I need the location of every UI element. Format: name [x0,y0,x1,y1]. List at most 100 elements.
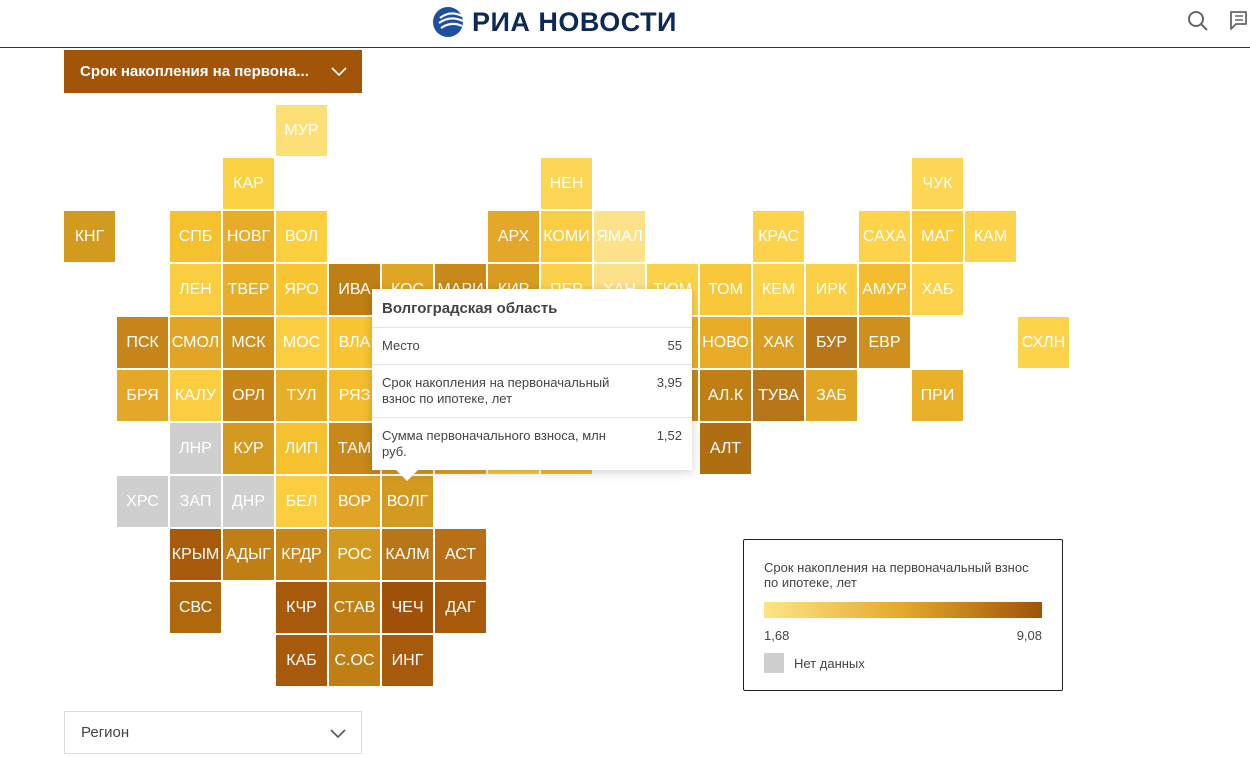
region-tile[interactable]: КНГ [64,211,115,262]
region-tile[interactable]: ДНР [223,476,274,527]
region-tile[interactable]: ВОЛ [276,211,327,262]
header: РИА НОВОСТИ [0,0,1250,48]
globe-logo-icon [433,7,464,37]
region-tile[interactable]: НОВО [700,317,751,368]
region-tile[interactable]: МУР [276,105,327,156]
region-tile[interactable]: ТУВА [753,370,804,421]
metric-dropdown-value: Срок накопления на первона... [80,63,309,80]
legend-gradient [764,602,1042,618]
tooltip-row-term: Срок накопления на первоначальный взнос … [372,365,692,418]
region-tile[interactable]: ХАБ [912,264,963,315]
region-dropdown[interactable]: Регион [64,711,362,754]
region-tile[interactable]: БРЯ [117,370,168,421]
region-tile[interactable]: СХЛН [1018,317,1069,368]
region-tile[interactable]: КРДР [276,529,327,580]
region-tile[interactable]: С.ОС [329,635,380,686]
region-tile[interactable]: ЛЕН [170,264,221,315]
region-tile[interactable]: АЛТ [700,423,751,474]
region-tile[interactable]: КЧР [276,582,327,633]
region-tile[interactable]: АСТ [435,529,486,580]
chevron-down-icon [331,67,347,77]
region-tile[interactable]: КУР [223,423,274,474]
region-tile[interactable]: СМОЛ [170,317,221,368]
chevron-down-icon [330,729,346,739]
legend-title: Срок накопления на первоначальный взнос … [764,560,1029,590]
region-tile[interactable]: КАМ [965,211,1016,262]
region-tile[interactable]: КАР [223,158,274,209]
region-tile[interactable]: КРАС [753,211,804,262]
region-tile[interactable]: ТАМ [329,423,380,474]
region-tile[interactable]: БУР [806,317,857,368]
region-tile[interactable]: КАЛМ [382,529,433,580]
region-tile[interactable]: ЕВР [859,317,910,368]
region-tile[interactable]: СПБ [170,211,221,262]
region-tile[interactable]: БЕЛ [276,476,327,527]
region-tile[interactable]: КРЫМ [170,529,221,580]
region-tile[interactable]: ВЛА [329,317,380,368]
region-tile[interactable]: АРХ [488,211,539,262]
region-tile[interactable]: ТВЕР [223,264,274,315]
region-tile[interactable]: НОВГ [223,211,274,262]
metric-dropdown[interactable]: Срок накопления на первона... [64,50,362,93]
tooltip-row-sum: Сумма первоначального взноса, млн руб. 1,… [372,418,692,470]
region-tile[interactable]: СТАВ [329,582,380,633]
region-tile[interactable]: АДЫГ [223,529,274,580]
region-tile[interactable]: АМУР [859,264,910,315]
region-tile[interactable]: ЯМАЛ [594,211,645,262]
tooltip-value: 1,52 [656,428,682,443]
region-tile[interactable]: ЛНР [170,423,221,474]
region-tile[interactable]: ДАГ [435,582,486,633]
legend-max: 9,08 [1016,628,1042,643]
region-tile[interactable]: ХРС [117,476,168,527]
region-tile[interactable]: ПРИ [912,370,963,421]
tooltip-label: Срок накопления на первоначальный взнос … [382,375,610,406]
tooltip-row-rank: Место 55 [372,328,692,365]
region-tile[interactable]: ЛИП [276,423,327,474]
region-tile[interactable]: ХАК [753,317,804,368]
region-tile[interactable]: ТОМ [700,264,751,315]
region-tile[interactable]: КОМИ [541,211,592,262]
search-icon[interactable] [1187,10,1209,32]
region-tile[interactable]: ВОР [329,476,380,527]
region-tile[interactable]: РОС [329,529,380,580]
region-tile[interactable]: ТУЛ [276,370,327,421]
ria-logo[interactable]: РИА НОВОСТИ [432,6,677,38]
comment-icon[interactable] [1228,10,1248,32]
legend-no-data: Нет данных [764,653,1042,673]
region-tile[interactable]: САХА [859,211,910,262]
region-tile[interactable]: ИНГ [382,635,433,686]
region-tile[interactable]: КЕМ [753,264,804,315]
region-tile[interactable]: АЛ.К [700,370,751,421]
region-tile[interactable]: ОРЛ [223,370,274,421]
region-tile[interactable]: МАГ [912,211,963,262]
tooltip-value: 3,95 [656,375,682,390]
tooltip-label: Сумма первоначального взноса, млн руб. [382,428,606,459]
region-tile[interactable]: ЗАБ [806,370,857,421]
tooltip-label: Место [382,338,420,353]
region-tile[interactable]: ЧУК [912,158,963,209]
region-tile[interactable]: ЯРО [276,264,327,315]
tooltip-title: Волгоградская область [372,289,692,328]
region-tile[interactable]: НЕН [541,158,592,209]
no-data-label: Нет данных [794,655,865,671]
region-tile[interactable]: ИРК [806,264,857,315]
tooltip-value: 55 [667,338,682,353]
region-tile[interactable]: МОС [276,317,327,368]
region-tile[interactable]: МСК [223,317,274,368]
region-tile[interactable]: ИВА [329,264,380,315]
region-dropdown-value: Регион [81,724,130,741]
region-tile[interactable]: ВОЛГ [382,476,433,527]
region-tile[interactable]: ПСК [117,317,168,368]
legend-min: 1,68 [764,628,790,643]
region-tile[interactable]: КАЛУ [170,370,221,421]
no-data-swatch [764,653,784,673]
region-tile[interactable]: ЧЕЧ [382,582,433,633]
region-tile[interactable]: ЗАП [170,476,221,527]
logo-text: РИА НОВОСТИ [472,6,677,37]
legend: Срок накопления на первоначальный взнос … [743,539,1063,691]
region-tile[interactable]: КАБ [276,635,327,686]
region-tile[interactable]: РЯЗ [329,370,380,421]
region-tooltip: Волгоградская область Место 55 Срок накоп… [372,289,692,470]
region-tile[interactable]: СВС [170,582,221,633]
tooltip-arrow [396,470,418,481]
